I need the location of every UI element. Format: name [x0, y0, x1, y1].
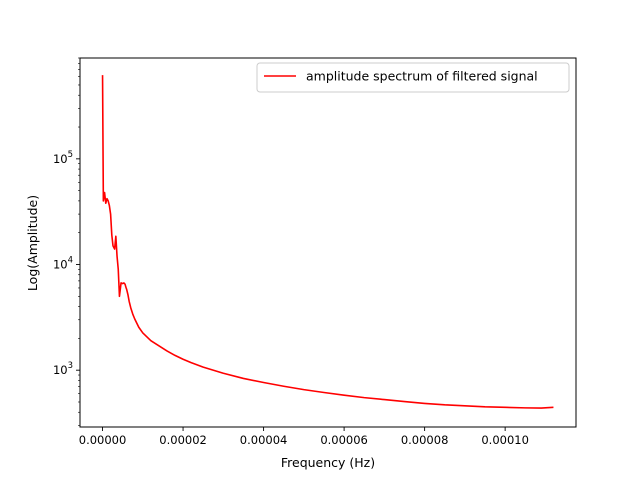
y-tick-label: 105: [53, 150, 73, 166]
x-tick-label: 0.00000: [79, 433, 127, 447]
x-tick-label: 0.00002: [159, 433, 207, 447]
x-tick-label: 0.00008: [401, 433, 449, 447]
series-line-0: [101, 75, 554, 409]
y-tick-label: 103: [53, 361, 73, 377]
x-tick-label: 0.00006: [320, 433, 368, 447]
x-tick-label: 0.00004: [240, 433, 288, 447]
axes-frame: [79, 57, 577, 428]
y-axis-label: Log(Amplitude): [25, 195, 40, 291]
plot-area: [101, 75, 554, 409]
legend-box: [256, 62, 570, 93]
x-axis: 0.00000 0.00002 0.00004 0.00006 0.00008 0.000…: [79, 427, 529, 447]
y-tick-label: 104: [53, 256, 73, 272]
x-tick-label: 0.00010: [481, 433, 529, 447]
legend-entry-label: amplitude spectrum of filtered signal: [306, 69, 538, 84]
legend: amplitude spectrum of filtered signal: [256, 62, 570, 93]
x-axis-label: Frequency (Hz): [281, 455, 375, 470]
y-axis: 103 104 105: [53, 57, 80, 426]
